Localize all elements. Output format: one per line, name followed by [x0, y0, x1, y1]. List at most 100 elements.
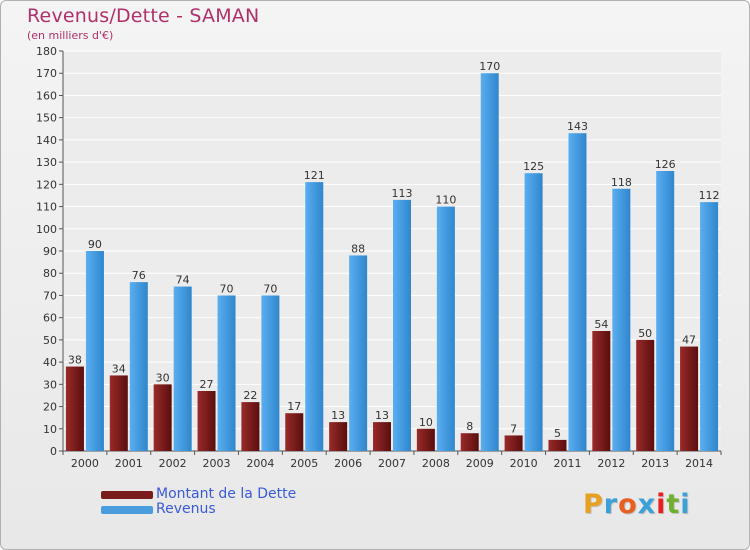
data-label-revenue: 110 — [435, 194, 456, 207]
y-tick-label: 40 — [43, 356, 57, 369]
data-label-debt: 27 — [200, 378, 214, 391]
bar-debt — [329, 422, 348, 451]
bar-revenue — [656, 171, 675, 451]
y-tick-label: 110 — [36, 201, 57, 214]
y-tick-label: 0 — [50, 445, 57, 458]
legend-label-debt: Montant de la Dette — [156, 486, 297, 502]
bar-debt — [416, 428, 435, 451]
data-label-debt: 47 — [682, 334, 696, 347]
chart-subtitle: (en milliers d'€) — [27, 29, 114, 42]
x-tick-label: 2003 — [203, 457, 231, 470]
data-label-revenue: 70 — [220, 282, 234, 295]
bar-debt — [592, 331, 611, 451]
legend-label-revenue: Revenus — [156, 501, 216, 517]
data-label-revenue: 170 — [479, 60, 500, 73]
x-tick-label: 2011 — [553, 457, 581, 470]
y-tick-label: 170 — [36, 67, 57, 80]
x-tick-label: 2004 — [246, 457, 274, 470]
bar-debt — [109, 375, 128, 451]
data-label-revenue: 88 — [351, 242, 365, 255]
y-tick-label: 60 — [43, 312, 57, 325]
data-label-debt: 13 — [331, 409, 345, 422]
y-tick-label: 160 — [36, 89, 57, 102]
x-tick-label: 2008 — [422, 457, 450, 470]
bar-revenue — [480, 73, 499, 451]
data-label-revenue: 70 — [263, 282, 277, 295]
logo-letter: x — [637, 489, 657, 520]
y-tick-label: 10 — [43, 423, 57, 436]
y-tick-label: 100 — [36, 223, 57, 236]
bar-revenue — [524, 173, 543, 451]
x-tick-label: 2014 — [685, 457, 713, 470]
bar-debt — [373, 422, 391, 451]
bar-revenue — [393, 199, 411, 451]
bar-debt — [153, 384, 172, 451]
logo-letter: t — [666, 489, 681, 520]
bar-revenue — [700, 202, 719, 451]
data-label-revenue: 76 — [132, 269, 146, 282]
bar-revenue — [612, 188, 631, 451]
data-label-debt: 30 — [156, 371, 170, 384]
x-tick-label: 2013 — [641, 457, 669, 470]
legend-swatch-revenue — [101, 506, 153, 514]
bar-revenue — [85, 251, 104, 451]
bar-debt — [197, 391, 216, 451]
bar-debt — [285, 413, 304, 451]
data-label-revenue: 90 — [88, 238, 102, 251]
data-label-debt: 5 — [554, 427, 561, 440]
y-tick-label: 50 — [43, 334, 57, 347]
y-tick-label: 30 — [43, 378, 57, 391]
data-label-revenue: 118 — [611, 176, 632, 189]
chart-title: Revenus/Dette - SAMAN — [27, 5, 260, 27]
data-label-debt: 38 — [68, 354, 82, 367]
bar-debt — [548, 439, 567, 451]
bar-debt — [65, 366, 84, 451]
logo-letter: i — [656, 489, 667, 520]
y-tick-label: 180 — [36, 45, 57, 58]
bar-revenue — [217, 295, 236, 451]
x-tick-label: 2010 — [510, 457, 538, 470]
data-label-debt: 10 — [419, 416, 433, 429]
y-tick-label: 90 — [43, 245, 57, 258]
bar-debt — [504, 435, 523, 451]
data-label-revenue: 112 — [699, 189, 720, 202]
proxiti-logo: Proxiti — [583, 489, 691, 520]
data-label-debt: 54 — [594, 318, 608, 331]
y-tick-label: 140 — [36, 134, 57, 147]
y-tick-label: 70 — [43, 289, 57, 302]
data-label-revenue: 126 — [655, 158, 676, 171]
x-tick-label: 2002 — [159, 457, 187, 470]
bar-debt — [460, 433, 479, 451]
data-label-revenue: 121 — [304, 169, 325, 182]
data-label-debt: 34 — [112, 362, 126, 375]
x-tick-label: 2000 — [71, 457, 99, 470]
logo-letter: i — [680, 489, 691, 520]
data-label-revenue: 113 — [392, 187, 413, 200]
bar-revenue — [568, 133, 587, 451]
bar-revenue — [173, 286, 192, 451]
bar-debt — [241, 402, 260, 451]
bar-revenue — [436, 206, 455, 451]
x-tick-label: 2005 — [290, 457, 318, 470]
data-label-debt: 13 — [375, 409, 389, 422]
bar-revenue — [305, 182, 324, 451]
x-tick-label: 2001 — [115, 457, 143, 470]
y-tick-label: 20 — [43, 401, 57, 414]
data-label-debt: 50 — [638, 327, 652, 340]
bar-revenue — [129, 282, 148, 451]
y-tick-label: 150 — [36, 112, 57, 125]
data-label-debt: 17 — [287, 400, 301, 413]
y-tick-label: 130 — [36, 156, 57, 169]
x-tick-label: 2007 — [378, 457, 406, 470]
data-label-debt: 22 — [243, 389, 257, 402]
x-tick-label: 2006 — [334, 457, 362, 470]
bar-revenue — [261, 295, 280, 451]
bar-debt — [680, 346, 699, 451]
legend-swatch-debt — [101, 491, 153, 499]
data-label-debt: 8 — [466, 420, 473, 433]
logo-letter: r — [603, 489, 619, 520]
logo-letter: o — [618, 489, 638, 520]
x-tick-label: 2012 — [597, 457, 625, 470]
